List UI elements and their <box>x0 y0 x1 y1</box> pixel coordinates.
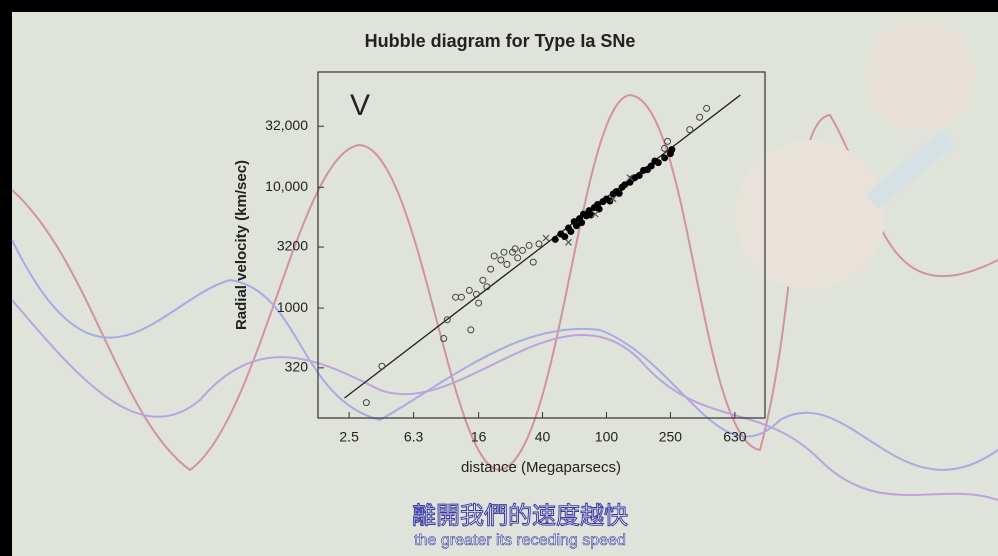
data-point <box>525 241 533 249</box>
data-point <box>487 265 495 273</box>
data-point <box>362 399 370 407</box>
subtitle-english: the greater its receding speed <box>414 532 626 549</box>
y-tick-label: 10,000 <box>265 178 308 194</box>
data-point <box>465 286 473 294</box>
chart-title: Hubble diagram for Type Ia SNe <box>365 31 636 51</box>
data-point <box>595 205 603 213</box>
data-point <box>378 362 386 370</box>
x-tick-label: 40 <box>535 429 551 445</box>
data-point <box>440 334 448 342</box>
data-point <box>475 299 483 307</box>
data-point <box>591 210 599 218</box>
subtitle-chinese: 離開我們的速度越快 <box>412 502 628 529</box>
x-axis-label: distance (Megaparsecs) <box>461 459 621 476</box>
data-point <box>609 195 617 203</box>
data-point <box>661 154 669 162</box>
data-point <box>529 258 537 266</box>
data-point <box>572 222 580 230</box>
data-point <box>647 162 655 170</box>
y-axis-label: Radial velocity (km/sec) <box>233 160 250 330</box>
y-tick-label: 320 <box>285 359 309 375</box>
data-point <box>578 219 586 227</box>
data-point <box>467 326 475 334</box>
annotation: V <box>350 89 370 122</box>
data-point <box>503 260 511 268</box>
data-point <box>542 234 550 242</box>
data-point <box>511 245 519 253</box>
data-point <box>635 172 643 180</box>
data-point <box>518 246 526 254</box>
data-point <box>615 189 623 197</box>
data-point <box>696 113 704 121</box>
y-tick-label: 32,000 <box>265 117 308 133</box>
x-tick-label: 6.3 <box>404 429 424 445</box>
x-tick-label: 16 <box>471 429 487 445</box>
x-tick-label: 250 <box>659 429 683 445</box>
data-point <box>703 104 711 112</box>
data-point <box>500 248 508 256</box>
data-point <box>479 276 487 284</box>
data-point <box>457 293 465 301</box>
x-tick-label: 100 <box>595 429 619 445</box>
data-point <box>686 126 694 134</box>
fit-line <box>344 94 741 399</box>
data-point <box>535 240 543 248</box>
y-tick-label: 1000 <box>277 299 308 315</box>
data-point <box>567 228 575 236</box>
plot-frame <box>317 71 766 419</box>
data-point <box>661 144 669 152</box>
data-point <box>483 283 491 291</box>
data-point <box>514 254 522 262</box>
x-tick-label: 630 <box>723 429 747 445</box>
decorative-waves <box>11 20 998 501</box>
data-point <box>497 256 505 264</box>
data-point <box>490 252 498 260</box>
data-point <box>443 316 451 324</box>
data-point <box>565 238 572 246</box>
data-point <box>668 146 676 154</box>
data-point <box>561 233 569 241</box>
x-tick-label: 2.5 <box>339 429 359 445</box>
data-point <box>472 290 480 298</box>
data-point <box>654 159 662 167</box>
data-point <box>551 235 559 243</box>
data-point <box>606 197 614 205</box>
y-tick-label: 3200 <box>277 238 308 254</box>
data-point <box>664 137 672 145</box>
data-point <box>626 174 634 182</box>
